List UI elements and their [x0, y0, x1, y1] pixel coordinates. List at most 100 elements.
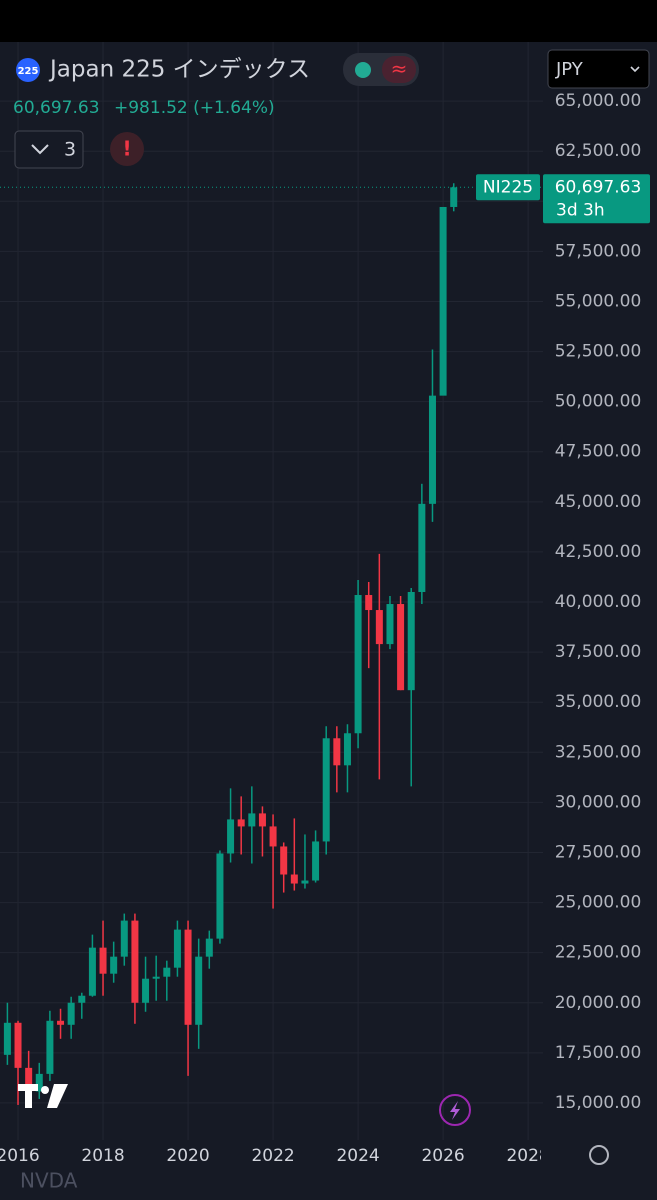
candle-body — [216, 853, 224, 939]
x-tick-label: 2024 — [336, 1146, 379, 1166]
badge-text: 225 — [18, 66, 39, 77]
candle-body — [365, 595, 373, 611]
price-tag — [543, 174, 650, 224]
tv-logo — [18, 1084, 68, 1108]
y-tick-label: 65,000.00 — [555, 91, 642, 111]
delay-icon-bg — [382, 56, 416, 83]
candle-body — [205, 938, 213, 957]
candle-body — [418, 503, 426, 593]
badge — [16, 58, 40, 82]
grid — [0, 42, 543, 1140]
candle-body — [450, 187, 458, 207]
candle-body — [237, 819, 245, 827]
chart-background — [0, 42, 657, 1200]
candle-body — [184, 929, 192, 1025]
symbol-tag-text: NI225 — [483, 177, 533, 197]
candle-body — [99, 947, 107, 974]
y-tick-label: 55,000.00 — [555, 291, 642, 311]
candle-body — [269, 826, 277, 847]
candle-body — [131, 920, 139, 1003]
footer-symbol: NVDA — [20, 1169, 78, 1193]
candle-body — [290, 874, 298, 884]
x-tick-label: 2020 — [166, 1146, 209, 1166]
candle-body — [195, 956, 203, 1025]
candle-body — [57, 1020, 65, 1025]
lightning-icon — [450, 1101, 460, 1120]
alert-icon[interactable] — [110, 132, 144, 166]
candle-body — [14, 1022, 22, 1068]
y-tick-label: 20,000.00 — [555, 993, 642, 1013]
candle-body — [375, 610, 383, 645]
x-tick-label: 2016 — [0, 1146, 40, 1166]
y-tick-label: 17,500.00 — [555, 1043, 642, 1063]
lightning-button[interactable] — [439, 1094, 471, 1126]
status-bar — [0, 0, 657, 42]
candle-body — [88, 947, 96, 996]
y-tick-label: 27,500.00 — [555, 842, 642, 862]
y-tick-label: 32,500.00 — [555, 742, 642, 762]
x-axis: 2016 2018 2020 2022 2024 2026 2028 — [0, 1146, 549, 1166]
countdown: 3d 3h — [556, 200, 605, 220]
settings-button[interactable] — [589, 1145, 609, 1165]
price-tag-text: 60,697.63 — [555, 177, 642, 197]
delay-icon: ≈ — [391, 57, 408, 81]
candle-body — [46, 1020, 54, 1074]
candle-body — [258, 813, 266, 827]
candle-body — [397, 604, 405, 691]
chevron — [31, 144, 49, 155]
y-tick-label: 57,500.00 — [555, 241, 642, 261]
x-tick-label: 2026 — [421, 1146, 464, 1166]
candle-body — [3, 1022, 11, 1055]
candle-body — [227, 819, 235, 854]
y-tick-label: 15,000.00 — [555, 1093, 642, 1113]
candle-body — [142, 978, 150, 1003]
y-tick-label: 42,500.00 — [555, 542, 642, 562]
y-tick-label: 25,000.00 — [555, 893, 642, 913]
currency: JPY — [555, 59, 584, 80]
last-price: 60,697.63 — [13, 98, 100, 118]
y-tick-label: 22,500.00 — [555, 943, 642, 963]
candle-body — [354, 595, 362, 734]
y-tick-label: 37,500.00 — [555, 642, 642, 662]
candle-body — [322, 738, 330, 842]
x-tick-label: 2022 — [251, 1146, 294, 1166]
dropdown-arrow — [630, 66, 640, 73]
price-change: +981.52 (+1.64%) — [114, 98, 275, 118]
y-tick-label: 30,000.00 — [555, 792, 642, 812]
candle-body — [301, 880, 309, 884]
candle-body — [312, 841, 320, 881]
candle-body — [152, 976, 160, 979]
y-tick-label: 50,000.00 — [555, 392, 642, 412]
candle-body — [120, 920, 128, 957]
candles — [0, 183, 543, 1105]
candle-body — [343, 733, 351, 766]
symbol-title[interactable]: Japan 225 インデックス — [48, 57, 310, 83]
candle-body — [333, 738, 341, 766]
alert-mark: ! — [122, 137, 131, 161]
candle-body — [67, 1002, 75, 1025]
y-tick-label: 52,500.00 — [555, 342, 642, 362]
candle-body — [163, 967, 171, 977]
candle-body — [280, 846, 288, 875]
candle-body — [248, 813, 256, 827]
x-tick-label: 2028 — [506, 1146, 549, 1166]
axes: 15,000.00 17,500.00 20,000.00 22,500.00 25,0… — [555, 91, 642, 1113]
candle-body — [25, 1067, 33, 1092]
candle-body — [386, 604, 394, 645]
market-open-dot — [355, 62, 371, 78]
candle-body — [78, 995, 86, 1003]
candle-body — [428, 395, 436, 504]
candle-body — [407, 592, 415, 691]
y-tick-label: 45,000.00 — [555, 492, 642, 512]
indicator-count: 3 — [64, 139, 76, 161]
x-tick-label: 2018 — [81, 1146, 124, 1166]
currency-select[interactable] — [547, 49, 650, 89]
candle-body — [110, 956, 118, 974]
y-tick-label: 35,000.00 — [555, 692, 642, 712]
candle-body — [173, 929, 181, 968]
indicators-toggle[interactable] — [14, 130, 84, 169]
y-tick-label: 62,500.00 — [555, 141, 642, 161]
y-tick-label: 40,000.00 — [555, 592, 642, 612]
candle-body — [439, 206, 447, 396]
